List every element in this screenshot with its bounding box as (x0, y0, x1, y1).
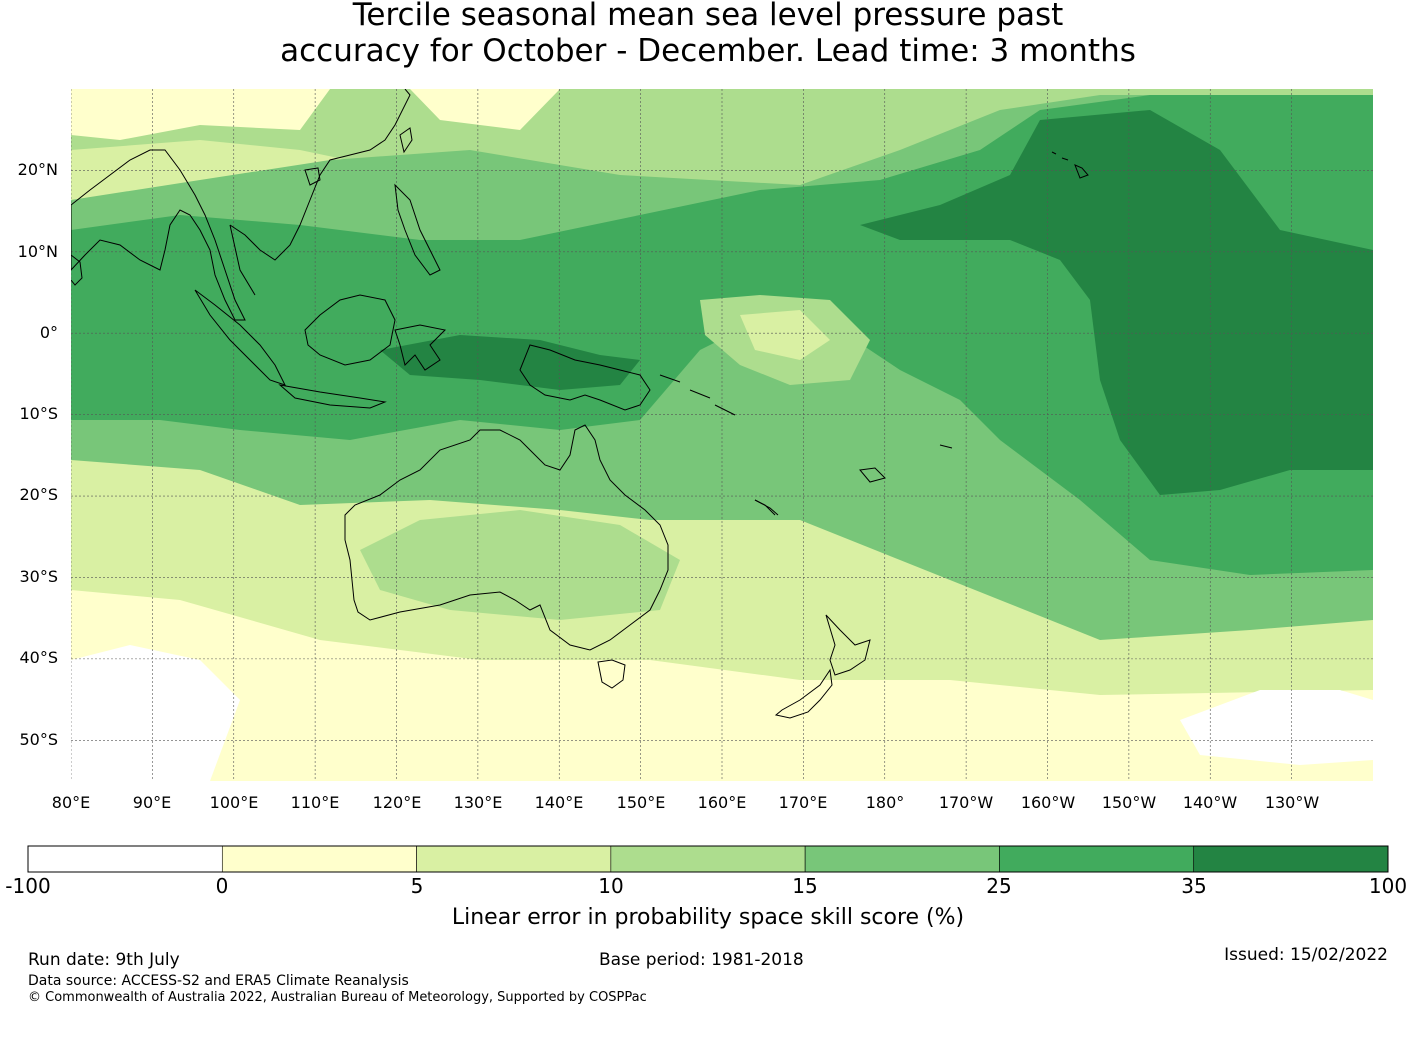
colorbar-frame (27, 845, 1389, 873)
coastline-new-zealand-north (825, 614, 871, 676)
colorbar-tick-10: 10 (598, 874, 624, 898)
lon-label-130w: 130°W (1264, 793, 1320, 812)
field-north-low-2 (410, 89, 560, 130)
colorbar-label: Linear error in probability space skill … (451, 905, 965, 930)
colorbar-tick-25: 25 (986, 874, 1012, 898)
colorbar-tick-15: 15 (792, 874, 818, 898)
chart-title-line-1: Tercile seasonal mean sea level pressure… (352, 0, 1064, 33)
lon-label-120e: 120°E (372, 793, 422, 812)
skill-score-map (27, 89, 1389, 873)
colorbar-tick-5: 5 (410, 874, 424, 898)
lat-label-40s: 40°S (19, 648, 58, 667)
colorbar-tick-35: 35 (1181, 874, 1207, 898)
data-source: Data source: ACCESS-S2 and ERA5 Climate … (28, 973, 409, 989)
coastlines (71, 89, 1089, 719)
coastline-sulawesi (394, 324, 447, 371)
coastline-borneo (304, 294, 396, 366)
coastline-new-guinea (519, 344, 651, 411)
lat-label-30s: 30°S (19, 567, 58, 586)
colorbar-segment (27, 845, 223, 873)
coastline-hainan (304, 167, 321, 186)
coastline-new-caledonia (754, 499, 779, 516)
colorbar-segment (804, 845, 1000, 873)
lon-label-110e: 110°E (290, 793, 340, 812)
base-period: Base period: 1981-2018 (599, 950, 804, 970)
lon-label-180: 180° (865, 793, 905, 812)
issued-date: Issued: 15/02/2022 (1224, 945, 1388, 965)
coastline-indochina (229, 89, 411, 296)
colorbar-segment (999, 845, 1195, 873)
lon-label-150w: 150°W (1101, 793, 1157, 812)
lon-label-130e: 130°E (453, 793, 503, 812)
lon-label-80e: 80°E (51, 793, 91, 812)
coastline-taiwan (399, 127, 413, 154)
lat-label-50s: 50°S (19, 730, 58, 749)
lon-label-90e: 90°E (132, 793, 172, 812)
colorbar-tick-0: 0 (215, 874, 229, 898)
colorbar-segment (221, 845, 417, 873)
chart-title-line-2: accuracy for October - December. Lead ti… (280, 33, 1136, 69)
field-belt-35-100-east (860, 110, 1373, 495)
field-south-negative-west (71, 645, 240, 781)
coastline-sri-lanka (71, 254, 83, 286)
colorbar-segment (1193, 845, 1389, 873)
coastline-new-zealand-south (774, 668, 833, 719)
lat-label-10n: 10°N (17, 242, 58, 261)
lon-label-140w: 140°W (1182, 793, 1238, 812)
map-field (71, 89, 1373, 781)
field-south-negative-east (1180, 690, 1373, 765)
lon-label-170w: 170°W (938, 793, 994, 812)
lon-label-160w: 160°W (1020, 793, 1076, 812)
field-australia (360, 510, 680, 620)
colorbar-tick-100: 100 (1368, 874, 1408, 898)
coastline-australia (344, 424, 669, 651)
colorbar-segment (416, 845, 612, 873)
lon-label-150e: 150°E (616, 793, 666, 812)
field-central-pacific-low (740, 310, 830, 360)
lon-label-170e: 170°E (778, 793, 828, 812)
map-gridlines (71, 89, 1373, 781)
lon-label-100e: 100°E (209, 793, 259, 812)
lat-label-10s: 10°S (19, 404, 58, 423)
lon-label-160e: 160°E (697, 793, 747, 812)
copyright: © Commonwealth of Australia 2022, Austra… (28, 990, 647, 1005)
coastline-asia-mainland (71, 149, 246, 321)
coastline-hawaii (1051, 151, 1089, 179)
coastline-philippines (394, 183, 441, 276)
field-north-low (71, 89, 330, 140)
lat-label-20n: 20°N (17, 160, 58, 179)
run-date: Run date: 9th July (28, 950, 180, 970)
field-belt-35-100-maritime (380, 335, 640, 390)
lat-label-20s: 20°S (19, 485, 58, 504)
colorbar-tick-minus100: -100 (5, 874, 51, 898)
coastline-solomons (659, 374, 736, 416)
coastline-tasmania (597, 659, 626, 689)
lon-label-140e: 140°E (534, 793, 584, 812)
colorbar-segment (610, 845, 806, 873)
coastline-java (278, 384, 387, 409)
coastline-sumatra (194, 289, 286, 386)
colorbar (27, 845, 1389, 873)
lat-label-0: 0° (39, 323, 58, 342)
